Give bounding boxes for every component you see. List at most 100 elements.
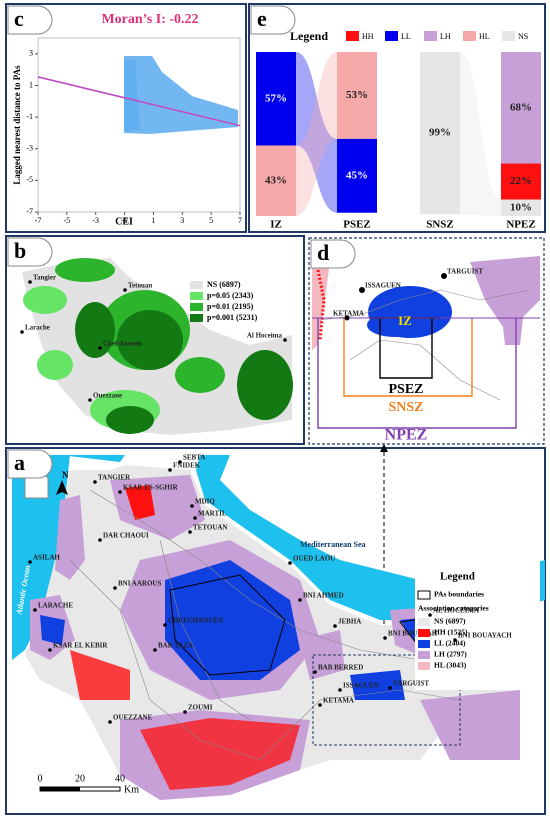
city-dot	[93, 480, 97, 484]
city-label: KETAMA	[333, 310, 364, 318]
legend-swatch	[418, 651, 430, 659]
city-dot	[313, 670, 317, 674]
city-dot	[383, 636, 387, 640]
city-label: BAB TAZA	[158, 642, 193, 650]
segment-label: 22%	[510, 175, 532, 187]
city-label: LARACHE	[38, 602, 73, 610]
segment	[501, 163, 541, 200]
panel-d-frame	[308, 237, 545, 445]
x-tick-label: 5	[209, 216, 213, 225]
scale-bar	[40, 787, 80, 791]
city-dot	[190, 504, 194, 508]
legend-label: HL	[479, 32, 490, 41]
legend-swatch	[385, 31, 398, 41]
city-dot	[123, 288, 127, 292]
segment	[337, 138, 377, 213]
city-label: OUED LAOU	[293, 555, 335, 563]
panel-label: a	[14, 450, 25, 475]
city-dot	[118, 490, 122, 494]
point-cloud-dense	[124, 60, 140, 131]
zone-label: NPEZ	[385, 427, 428, 444]
map-b	[22, 258, 293, 435]
panel-c-frame	[5, 3, 247, 233]
city-label: KSAR EL KEBIR	[53, 642, 108, 650]
legend-label: LH	[440, 32, 451, 41]
city-dot	[318, 703, 322, 707]
x-tick-label: -7	[35, 216, 42, 225]
city-dot	[168, 468, 172, 472]
city-dot	[283, 338, 287, 342]
legend-swatch	[417, 590, 431, 600]
city-label: DAR CHAOUI	[103, 532, 149, 540]
legend-subtitle: Association categories	[418, 604, 489, 613]
legend-label: LH (2797)	[434, 650, 467, 659]
city-label: FNIDEK	[173, 462, 201, 470]
segment-label: 99%	[429, 127, 451, 139]
city-dot	[298, 598, 302, 602]
legend-title: Legend	[290, 29, 328, 43]
y-tick-label: -7	[26, 207, 33, 216]
x-tick-label: SNSZ	[426, 219, 454, 231]
sea-label: Mediterranean Sea	[300, 540, 366, 549]
city-label: TETOUAN	[193, 524, 228, 532]
flow	[296, 52, 337, 216]
x-tick-label: -3	[92, 216, 99, 225]
city-label: OUEZZANE	[113, 714, 153, 722]
legend-swatch	[418, 662, 430, 670]
flow	[460, 52, 501, 216]
city-dot	[28, 560, 32, 564]
legend-label: HH (1525)	[434, 628, 468, 637]
city-label: KETAMA	[323, 697, 354, 705]
city-dot	[188, 530, 192, 534]
city-label: TARGUIST	[447, 268, 483, 276]
panel-label: d	[317, 240, 329, 265]
city-label: JEBHA	[338, 618, 361, 626]
segment-label: 57%	[265, 92, 287, 104]
legend-swatch	[418, 629, 430, 637]
x-tick-label: 1	[151, 216, 155, 225]
x-tick-label: IZ	[270, 219, 282, 231]
legend-swatch	[190, 292, 203, 300]
city-dot	[183, 710, 187, 714]
city-label: MDIQ	[195, 498, 215, 506]
city-label: BNI AHMED	[303, 592, 344, 600]
city-dot	[428, 613, 432, 617]
x-tick-label: -1	[121, 216, 128, 225]
legend-label: p=0.001 (5231)	[207, 313, 258, 322]
segment-label: 10%	[510, 201, 532, 213]
city-label: ISSAGUEN	[365, 282, 401, 290]
map-d	[312, 242, 542, 440]
point-cloud	[124, 56, 238, 134]
city-label: BAB BERRED	[318, 664, 363, 672]
flow	[296, 52, 337, 213]
city-label: CHEFCHAOUEN	[168, 617, 223, 625]
city-label: TARGUIST	[393, 680, 429, 688]
city-dot	[113, 586, 117, 590]
legend-swatch	[190, 314, 203, 322]
city-dot	[388, 686, 392, 690]
city-dot	[333, 624, 337, 628]
panel-label: c	[14, 6, 24, 31]
city-label: ASILAH	[33, 554, 60, 562]
city-label: Ouezzane	[93, 392, 122, 400]
city-label: Al Hoceima	[247, 332, 283, 340]
city-label: ZOUMI	[188, 704, 213, 712]
segment	[256, 145, 296, 216]
fit-line	[37, 76, 241, 127]
legend-label: LL (2404)	[434, 639, 466, 648]
legend-label: p=0.01 (2195)	[207, 302, 254, 311]
x-tick-label: NPEZ	[506, 219, 535, 231]
city-label: BNI AAROUS	[118, 580, 161, 588]
legend-swatch	[190, 303, 203, 311]
panel-e-frame	[248, 3, 546, 233]
city-dot	[48, 648, 52, 652]
city-dot	[33, 608, 37, 612]
scale-label: 20	[75, 773, 85, 784]
city-label: KSAR ES-SGHIR	[123, 484, 179, 492]
segment-label: 53%	[346, 89, 368, 101]
city-label: Larache	[25, 324, 50, 332]
x-tick-label: -5	[64, 216, 71, 225]
segment-label: 45%	[346, 169, 368, 181]
city-label: BNI BOUFRAH	[388, 630, 438, 638]
legend-label: NS	[518, 32, 528, 41]
